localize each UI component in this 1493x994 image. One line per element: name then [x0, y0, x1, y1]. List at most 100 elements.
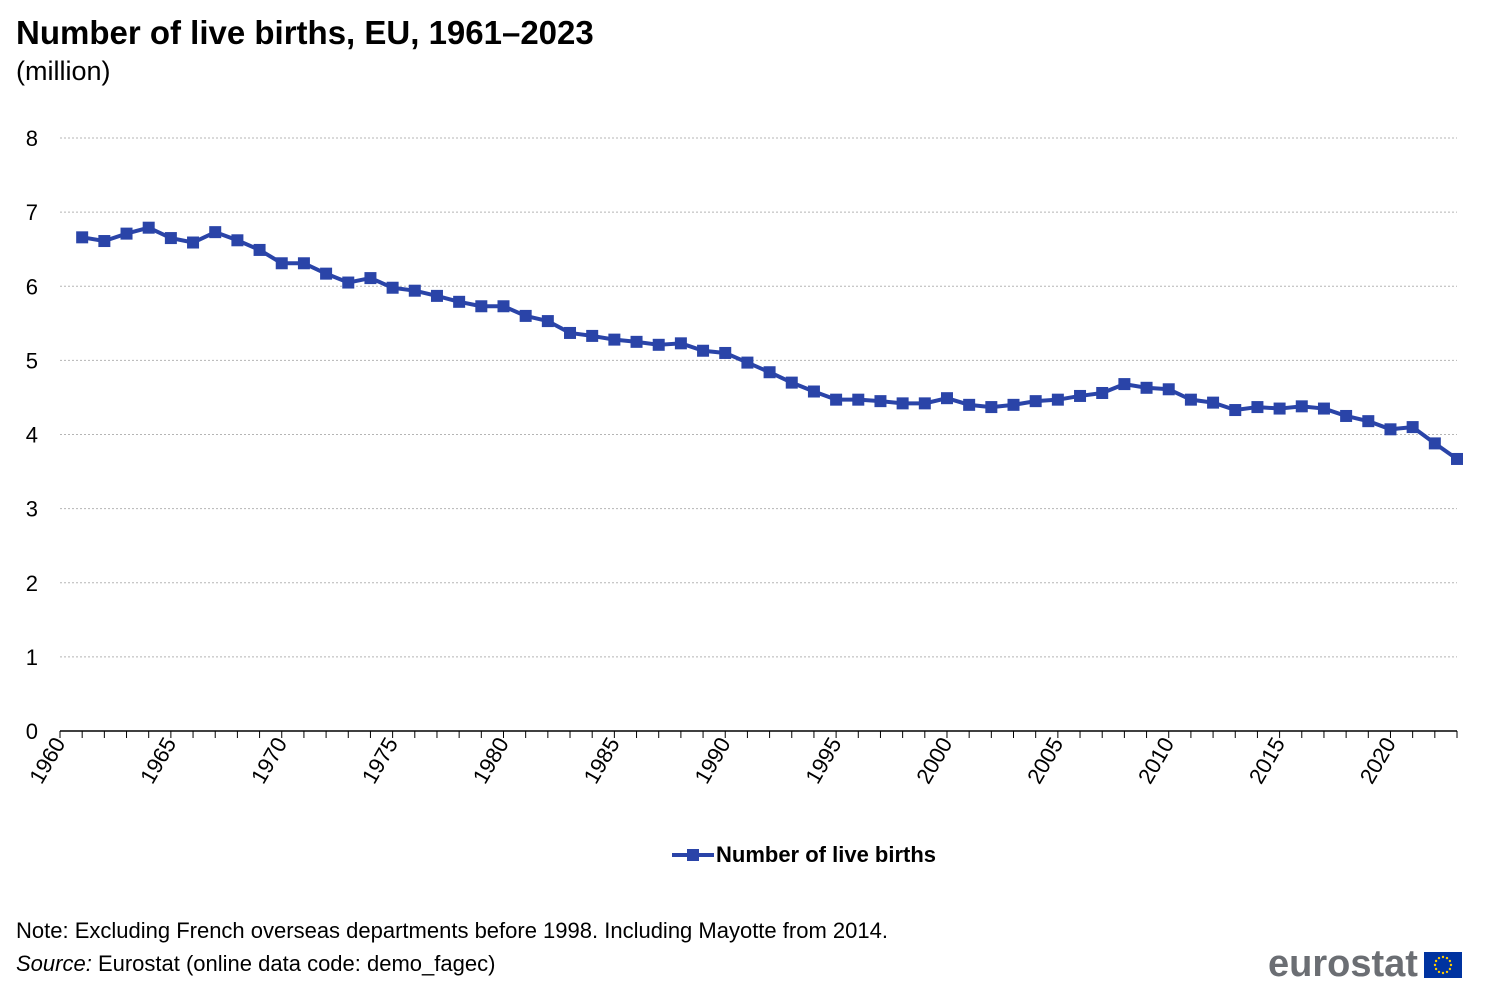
data-point [586, 329, 599, 342]
data-point [1317, 402, 1330, 415]
data-point [719, 346, 732, 359]
data-point [453, 295, 466, 308]
series-layer [76, 221, 1463, 465]
data-point [674, 337, 687, 350]
data-point [1051, 393, 1064, 406]
flag-star [1448, 959, 1452, 962]
data-point [342, 276, 355, 289]
axes [59, 730, 1458, 738]
data-point [918, 397, 931, 410]
flag-star [1445, 970, 1449, 973]
flag-star [1448, 967, 1452, 970]
data-point [1140, 381, 1153, 394]
data-point [1229, 404, 1242, 417]
data-point [1096, 386, 1109, 399]
y-tick-label: 5 [26, 348, 38, 373]
data-point [519, 309, 532, 322]
y-tick-label: 6 [26, 274, 38, 299]
x-tick-label: 2010 [1133, 733, 1179, 788]
flag-star [1433, 963, 1437, 966]
data-point [763, 366, 776, 379]
data-point [1451, 452, 1463, 465]
logo-text: eurostat [1268, 943, 1418, 985]
data-point [231, 234, 244, 247]
data-point [209, 226, 222, 239]
data-point [1074, 389, 1087, 402]
data-point [253, 243, 266, 256]
data-point [564, 326, 577, 339]
data-point [985, 401, 998, 414]
y-tick-label: 3 [26, 497, 38, 522]
footnote: Note: Excluding French overseas departme… [16, 918, 888, 943]
data-point [608, 333, 621, 346]
x-tick-label: 1985 [579, 733, 625, 788]
y-tick-label: 7 [26, 200, 38, 225]
x-tick-label: 1980 [468, 733, 514, 788]
data-point [1251, 401, 1264, 414]
data-point [1273, 402, 1286, 415]
chart-subtitle: (million) [16, 56, 111, 86]
data-point [1406, 421, 1419, 434]
data-point [76, 231, 89, 244]
data-point [430, 289, 443, 302]
data-point [1029, 395, 1042, 408]
eurostat-logo: eurostat [1268, 943, 1462, 986]
data-point [830, 393, 843, 406]
data-point [1007, 398, 1020, 411]
gridlines [60, 137, 1457, 658]
x-tick-label: 2015 [1244, 733, 1290, 788]
data-point [297, 257, 310, 270]
x-tick-label: 2005 [1022, 733, 1068, 788]
data-point [874, 395, 887, 408]
data-point [1384, 423, 1397, 436]
data-point [1295, 400, 1308, 413]
x-tick-label: 1995 [800, 733, 846, 788]
chart-title: Number of live births, EU, 1961–2023 [16, 14, 594, 51]
y-tick-label: 8 [26, 126, 38, 151]
data-point [386, 281, 399, 294]
y-tick-label: 1 [26, 645, 38, 670]
flag-star [1437, 956, 1441, 959]
flag-star [1434, 967, 1438, 970]
data-point [142, 221, 155, 234]
data-point [785, 376, 798, 389]
data-point [630, 335, 643, 348]
flag-star [1449, 963, 1453, 966]
data-point [187, 236, 200, 249]
data-point [164, 232, 177, 245]
x-tick-label: 2000 [911, 733, 957, 788]
x-tick-label: 1965 [135, 733, 181, 788]
data-point [963, 398, 976, 411]
x-tick-label: 1975 [357, 733, 403, 788]
y-tick-label: 2 [26, 571, 38, 596]
flag-star [1437, 970, 1441, 973]
data-point [1162, 383, 1175, 396]
flag-star [1434, 959, 1438, 962]
legend-label: Number of live births [716, 842, 937, 867]
data-point [697, 344, 710, 357]
data-point [1184, 393, 1197, 406]
eu-flag-icon [1423, 951, 1462, 978]
x-tick-label: 1970 [246, 733, 292, 788]
data-point [652, 338, 665, 351]
data-point [275, 257, 288, 270]
data-point [120, 227, 133, 240]
flag-star [1441, 955, 1445, 958]
data-point [852, 393, 865, 406]
data-point [741, 356, 754, 369]
source-text: Eurostat (online data code: demo_fagec) [91, 951, 496, 976]
flag-star [1441, 971, 1445, 974]
data-point [541, 315, 554, 328]
data-point [364, 272, 377, 285]
data-point [807, 385, 820, 398]
data-point [940, 392, 953, 405]
source-label: Source: [16, 951, 92, 976]
data-point [1207, 396, 1220, 409]
flag-star [1445, 956, 1449, 959]
data-point [408, 284, 421, 297]
data-point [1362, 415, 1375, 428]
x-tick-label: 2020 [1355, 733, 1401, 788]
source-line: Source: Eurostat (online data code: demo… [16, 951, 495, 977]
series-line [81, 225, 1459, 461]
